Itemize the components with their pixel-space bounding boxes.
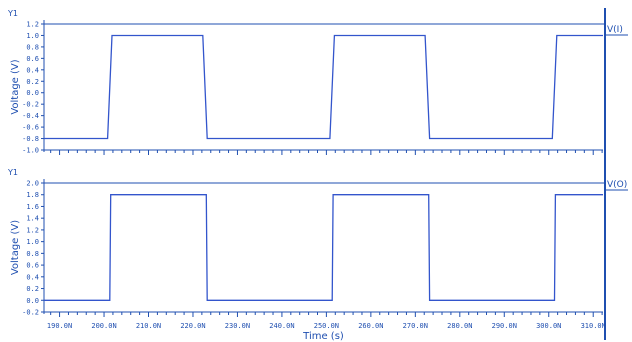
panel1-y-tick-label: 0.2 bbox=[26, 78, 39, 86]
panel2-y-tick-label: 1.2 bbox=[26, 226, 39, 234]
panel2-y-tick-label: 1.4 bbox=[26, 215, 39, 223]
panel2-x-tick-label: 200.0N bbox=[91, 322, 116, 330]
panel2-x-axis-label: Time (s) bbox=[302, 331, 344, 342]
panel2-x-tick-label: 280.0N bbox=[447, 322, 472, 330]
panel2-y-tick-label: 0.6 bbox=[26, 262, 39, 270]
panel1-y-tick-label: -0.4 bbox=[22, 112, 39, 120]
panel2-x-tick-label: 220.0N bbox=[180, 322, 205, 330]
panel1-series-line bbox=[44, 34, 603, 140]
panel2-x-tick-label: 230.0N bbox=[225, 322, 250, 330]
panel2-tag: Y1 bbox=[7, 168, 18, 177]
panel2-x-tick-label: 260.0N bbox=[358, 322, 383, 330]
panel1-y-tick-label: -0.6 bbox=[22, 124, 39, 132]
panel2-y-tick-label: 1.8 bbox=[26, 191, 39, 199]
panel2-y-tick-label: 1.0 bbox=[26, 238, 39, 246]
panel2-x-tick-label: 190.0N bbox=[47, 322, 72, 330]
panel1-y-axis-label: Voltage (V) bbox=[10, 59, 21, 114]
panel1-y-tick-label: -1.0 bbox=[22, 147, 39, 155]
panel2-x-tick-label: 300.0N bbox=[536, 322, 561, 330]
panel1-y-tick-label: 0.6 bbox=[26, 55, 39, 63]
panel1-tag: Y1 bbox=[7, 9, 18, 18]
panel1-y-tick-label: -0.8 bbox=[22, 135, 39, 143]
panel2-x-tick-label: 290.0N bbox=[492, 322, 517, 330]
panel2-y-axis-label: Voltage (V) bbox=[10, 220, 21, 275]
panel2-x-tick-label: 240.0N bbox=[269, 322, 294, 330]
panel1-y-tick-label: 0.8 bbox=[26, 43, 39, 51]
panel1-y-tick-label: 1.2 bbox=[26, 21, 39, 29]
panel2-x-tick-label: 210.0N bbox=[136, 322, 161, 330]
panel1-y-tick-label: -0.2 bbox=[22, 101, 39, 109]
panel2-x-tick-label: 270.0N bbox=[403, 322, 428, 330]
panel1-y-tick-label: 1.0 bbox=[26, 32, 39, 40]
panel2-signal-label: V(O) bbox=[607, 180, 627, 190]
panel1-y-tick-label: 0.0 bbox=[26, 89, 39, 97]
panel2-x-tick-label: 310.0N bbox=[581, 322, 606, 330]
panel2-y-tick-label: 2.0 bbox=[26, 180, 39, 188]
panel2-y-tick-label: 0.2 bbox=[26, 285, 39, 293]
panel2-y-tick-label: 1.6 bbox=[26, 203, 39, 211]
panel2-y-tick-label: 0.8 bbox=[26, 250, 39, 258]
panel2-y-tick-label: 0.4 bbox=[26, 273, 39, 281]
panel2-y-tick-label: -0.2 bbox=[22, 309, 39, 317]
panel2-x-tick-label: 250.0N bbox=[314, 322, 339, 330]
panel2-series-line bbox=[44, 194, 603, 301]
panel1-y-tick-label: 0.4 bbox=[26, 66, 39, 74]
panel1-signal-label: V(I) bbox=[607, 25, 623, 35]
panel2-y-tick-label: 0.0 bbox=[26, 297, 39, 305]
